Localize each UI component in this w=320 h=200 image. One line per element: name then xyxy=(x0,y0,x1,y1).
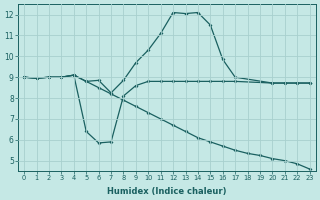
X-axis label: Humidex (Indice chaleur): Humidex (Indice chaleur) xyxy=(107,187,227,196)
